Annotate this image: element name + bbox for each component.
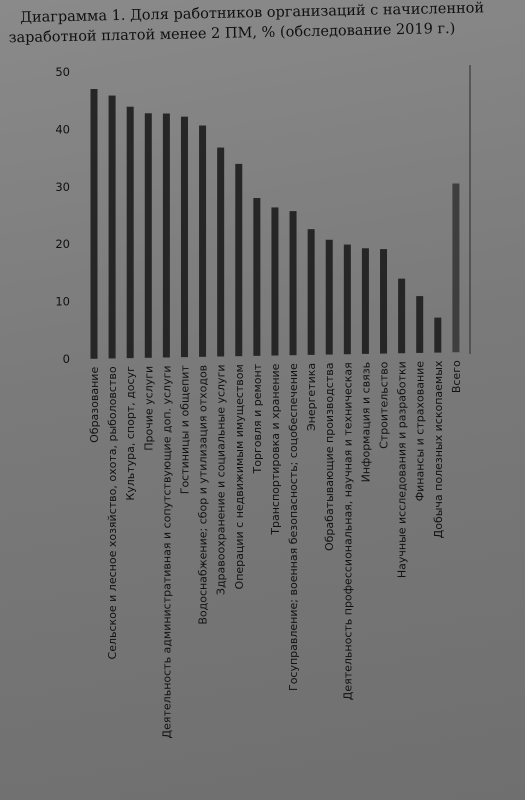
y-tick-label: 20 xyxy=(55,237,70,251)
category-label: Торговля и ремонт xyxy=(251,363,264,474)
y-tick-label: 30 xyxy=(55,180,70,194)
category-label: Культура, спорт, досуг xyxy=(124,366,137,501)
bar xyxy=(452,183,460,353)
category-label: Энергетика xyxy=(305,363,318,431)
y-tick-label: 10 xyxy=(55,295,70,309)
bar xyxy=(180,116,188,358)
bar xyxy=(289,211,297,356)
bar xyxy=(253,198,261,356)
category-label: Сельское и лесное хозяйство, охота, рыбо… xyxy=(106,366,119,659)
category-label: Госуправление; военная безопасность; соц… xyxy=(287,363,300,691)
bar xyxy=(307,229,315,355)
bar xyxy=(199,125,207,357)
category-label: Водоснабжение; сбор и утилизация отходов xyxy=(197,365,210,625)
category-label: Деятельность административная и сопутств… xyxy=(160,365,173,738)
bar xyxy=(361,248,369,354)
category-label: Деятельность профессиональная, научная и… xyxy=(341,362,354,700)
category-label: Операции с недвижимым имуществом xyxy=(233,364,246,589)
bar xyxy=(343,244,351,355)
bar xyxy=(235,163,243,357)
bar xyxy=(126,106,134,359)
y-tick-label: 40 xyxy=(55,122,70,136)
category-label: Здравоохранение и социальные услуги xyxy=(215,365,228,596)
category-label: Информация и связь xyxy=(359,362,372,482)
bar xyxy=(398,278,406,354)
bar xyxy=(434,317,442,353)
bar xyxy=(217,147,225,357)
bar xyxy=(144,113,152,358)
bar xyxy=(90,89,98,359)
bar xyxy=(271,207,279,356)
category-label: Транспортировка и хранение xyxy=(269,363,282,535)
y-tick-label: 0 xyxy=(63,352,70,366)
category-label: Добыча полезных ископаемых xyxy=(432,360,445,538)
category-label: Обрабатывающие производства xyxy=(323,363,336,551)
bar xyxy=(416,296,424,353)
chart-axes: 0 10 20 30 40 50 xyxy=(55,65,471,366)
bar xyxy=(162,113,170,358)
category-label: Финансы и страхование xyxy=(414,361,427,502)
category-label: Строительство xyxy=(378,361,391,449)
bar xyxy=(325,239,333,355)
category-label: Всего xyxy=(450,360,463,393)
category-label: Гостиницы и общепит xyxy=(178,365,191,495)
chart-bars xyxy=(90,89,460,359)
category-label: Научные исследования и разработки xyxy=(396,361,409,578)
bar xyxy=(380,249,388,354)
category-label: Прочие услуги xyxy=(142,366,155,451)
chart-labels: Образование Сельское и лесное хозяйство, … xyxy=(88,360,463,738)
y-tick-label: 50 xyxy=(55,65,70,79)
category-label: Образование xyxy=(88,367,101,443)
bar xyxy=(108,95,116,359)
